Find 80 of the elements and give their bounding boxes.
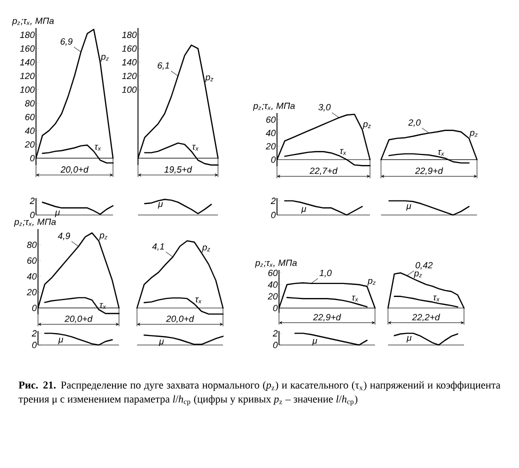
annotation: 4,9 (58, 232, 70, 240)
text: 22,2+d (412, 314, 440, 322)
y-tick-label: 40 (26, 273, 37, 280)
series-label: p$_{z}$ (469, 130, 478, 138)
annotation: 6,9 (60, 38, 72, 46)
y-tick-label: 80 (27, 242, 37, 248)
series-label: τ$_{x}$ (192, 144, 199, 151)
y-tick-label: 180 (122, 32, 137, 38)
y-tick-label: 100 (122, 86, 137, 93)
y-tick-label: 60 (27, 257, 37, 264)
y-tick-label: 0 (32, 304, 37, 312)
series-label: p$_{z}$ (362, 122, 371, 129)
y-tick-label: 0 (273, 304, 278, 312)
series-label: p$_{z}$ (99, 233, 108, 240)
y-tick-label: 40 (268, 281, 278, 288)
y-tick-label: 2 (32, 330, 37, 336)
text: Рис. 21. Распределение по дуге захвата нормального (p$_{z}$) и касательного (τ$_{x}$) напряжений и коэффициента трения μ с изменением параметра l/h$_{ср}$ (цифры у кривых p$_{z}$ – значение l/h$_{ср}$) (18, 381, 500, 406)
y-tick-label: 100 (20, 86, 35, 93)
series-label: p$_{z}$ (202, 245, 210, 252)
text: 0,42 (416, 262, 433, 270)
y-tick-label: 120 (20, 72, 35, 80)
series-label: μ (158, 340, 164, 346)
y-tick-label: 20 (268, 293, 278, 300)
y-tick-label: 20 (24, 141, 35, 148)
text: 19,5+d (164, 166, 192, 174)
y-tick-label: 20 (266, 143, 276, 150)
series-label: μ (406, 336, 412, 342)
y-tick-label: 2 (30, 198, 35, 204)
y-tick-label: 2 (272, 330, 278, 336)
y-tick-label: 140 (122, 59, 137, 66)
y-tick-label: 80 (25, 100, 35, 107)
y-tick-label: 0 (271, 156, 276, 163)
y-tick-label: 0 (30, 212, 35, 218)
y-axis-title: p$_{z}$;τ$_{x}$, МПа (254, 260, 297, 268)
y-tick-label: 140 (20, 59, 35, 66)
text: 20,0+d (64, 315, 93, 324)
y-tick-label: 2 (270, 198, 276, 204)
legend-label: p$_{z}$ (414, 271, 422, 278)
annotation: 1,0 (319, 270, 332, 278)
y-tick-label: 160 (122, 45, 137, 52)
series-label: μ (158, 202, 163, 209)
series-label: μ (54, 210, 60, 218)
y-tick-label: 0 (271, 212, 276, 218)
text: 22,9+d (415, 167, 444, 176)
text: 22,7+d (310, 167, 338, 176)
y-tick-label: 0 (32, 342, 37, 348)
text: 22,9+d (313, 314, 342, 322)
series-label: τ$_{x}$ (340, 149, 346, 155)
y-tick-label: 60 (268, 270, 278, 276)
series-label: p$_{z}$ (205, 75, 214, 82)
y-tick-label: 60 (266, 116, 276, 123)
y-tick-label: 40 (266, 130, 276, 136)
y-axis-title: p$_{z}$;τ$_{x}$, МПа (14, 218, 56, 227)
series-label: μ (406, 204, 412, 211)
text: 20,0+d (60, 166, 89, 174)
series-label: p$_{z}$ (367, 278, 376, 286)
annotation: 6,1 (158, 62, 169, 70)
text: 20,0+d (166, 315, 194, 324)
series-label: τ$_{x}$ (352, 296, 358, 302)
y-axis-title: p$_{z}$;τ$_{x}$, МПа (12, 18, 54, 26)
y-tick-label: 180 (20, 32, 35, 38)
series-label: μ (58, 338, 64, 344)
series-label: μ (301, 207, 306, 214)
y-tick-label: 20 (26, 288, 37, 296)
y-tick-label: 0 (30, 154, 35, 162)
y-tick-label: 0 (273, 342, 278, 348)
series-label: τ$_{x}$ (438, 150, 444, 156)
y-tick-label: 160 (20, 45, 35, 52)
series-label: p$_{z}$ (100, 54, 109, 62)
series-label: τ$_{x}$ (433, 296, 440, 302)
text: 3,0 (318, 104, 331, 112)
y-axis-title: p$_{z}$;τ$_{x}$, МПа (252, 102, 295, 111)
series-label: τ$_{x}$ (195, 298, 202, 304)
y-tick-label: 60 (25, 114, 35, 120)
series-label: τ$_{x}$ (94, 144, 102, 151)
text: 2,0 (408, 119, 421, 127)
y-tick-label: 120 (122, 72, 137, 80)
annotation: 4,1 (152, 243, 164, 251)
series-label: μ (312, 338, 318, 346)
y-tick-label: 40 (24, 128, 35, 134)
